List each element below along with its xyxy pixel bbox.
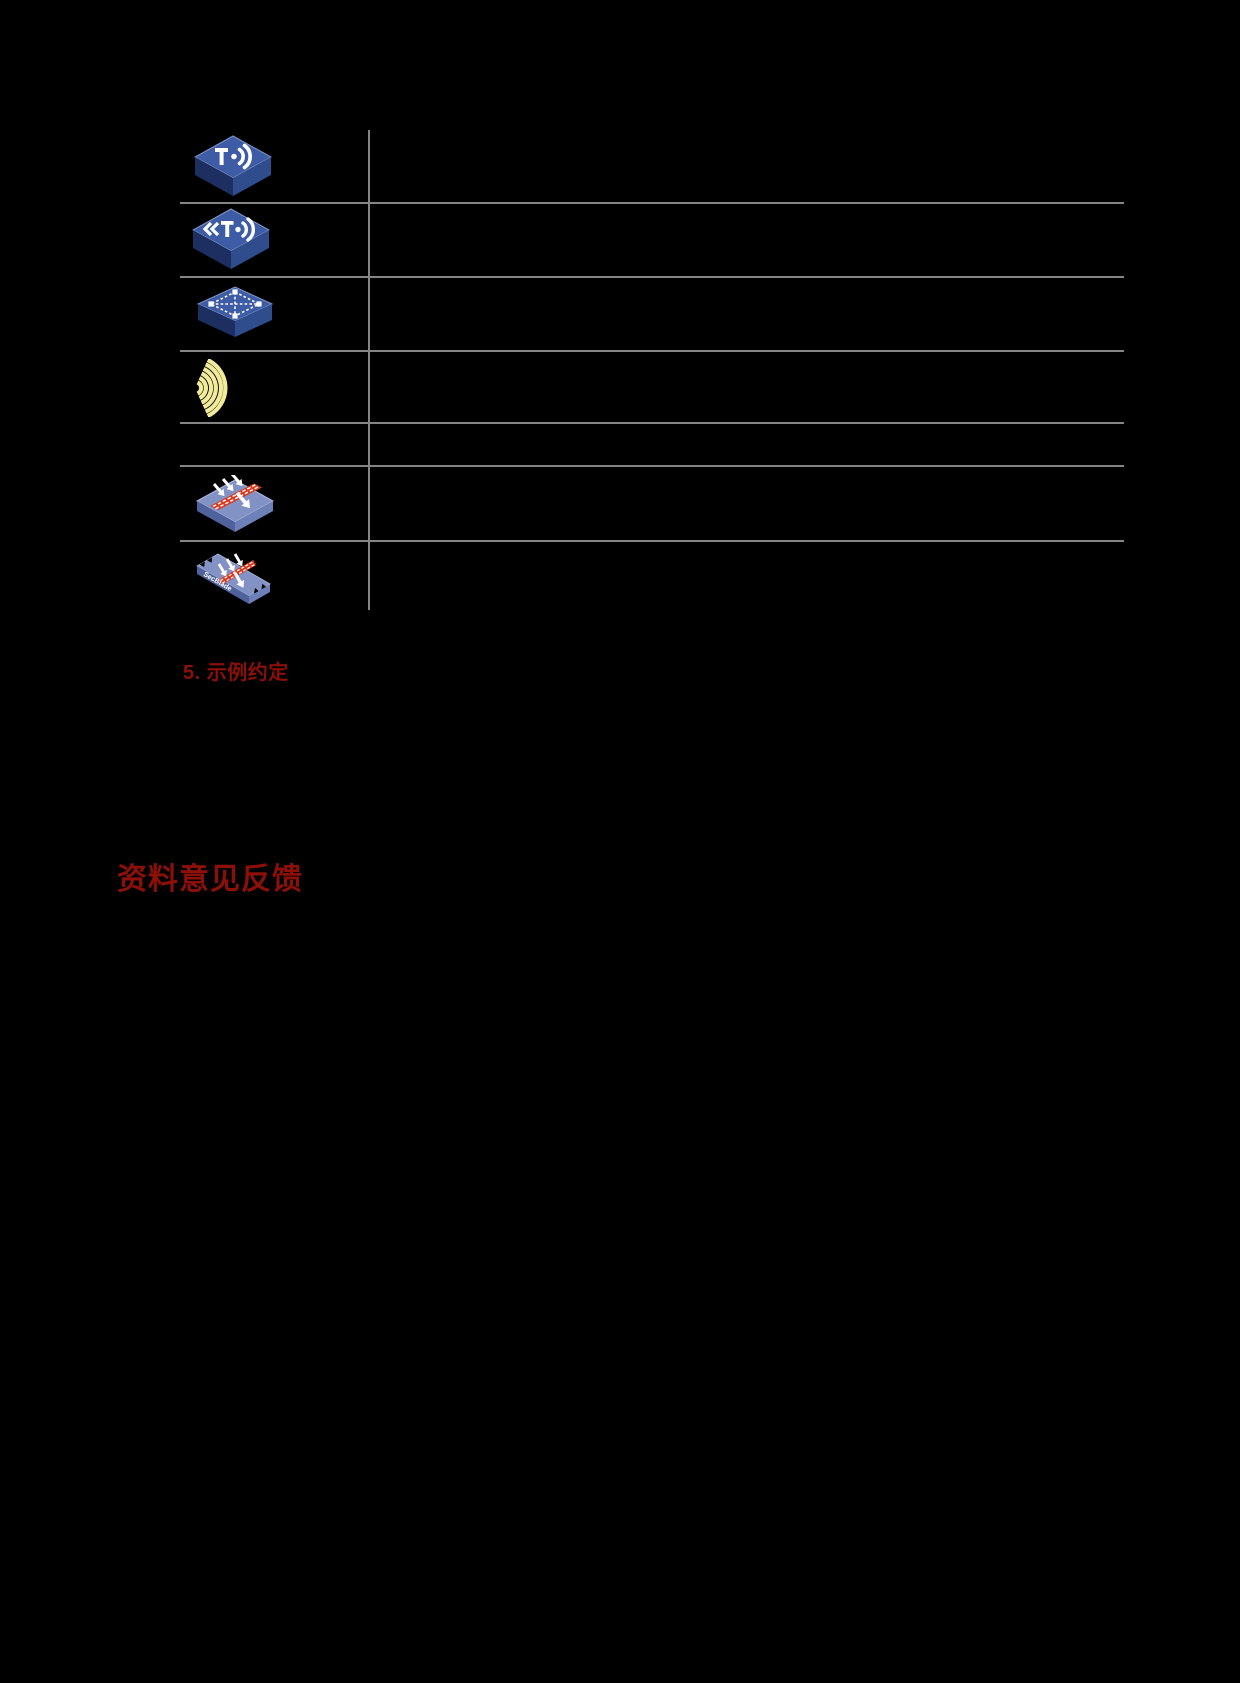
table-row-divider (180, 465, 1124, 467)
legend-table-row (180, 130, 1124, 202)
legend-description (380, 550, 1118, 605)
wireless-terminator-icon (192, 208, 270, 269)
legend-table-row (180, 467, 1124, 540)
legend-table-row (180, 278, 1124, 350)
table-row-divider (180, 422, 1124, 424)
legend-table-row (180, 352, 1124, 422)
legend-description (380, 286, 1118, 346)
table-row-divider (180, 540, 1124, 542)
legend-table-row: SecBlade (180, 542, 1124, 609)
radio-waves-icon (196, 359, 228, 417)
table-row-divider (180, 350, 1124, 352)
legend-description (380, 428, 1118, 461)
legend-description (380, 138, 1118, 198)
legend-description (380, 475, 1118, 536)
wireless-ap-icon (194, 135, 272, 196)
legend-description (380, 212, 1118, 272)
example-conventions-heading: 5. 示例约定 (183, 662, 289, 684)
secblade-card-icon: SecBlade (196, 553, 271, 604)
legend-table-row (180, 424, 1124, 465)
feedback-section-heading: 资料意见反馈 (117, 863, 303, 896)
table-column-divider (368, 130, 370, 610)
table-row-divider (180, 276, 1124, 278)
firewall-icon (195, 475, 275, 532)
table-row-divider (180, 202, 1124, 204)
legend-description (380, 360, 1118, 418)
legend-table-row (180, 204, 1124, 276)
wireless-mesh-node-icon (197, 286, 273, 337)
